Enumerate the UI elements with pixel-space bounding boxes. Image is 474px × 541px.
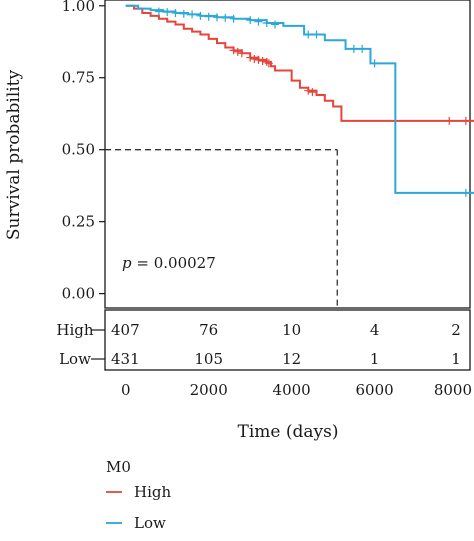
- censor-mark-low: [461, 188, 470, 197]
- censor-mark-high: [254, 55, 263, 64]
- censor-mark-low: [179, 9, 188, 18]
- x-tick-label: 4000: [273, 381, 311, 399]
- x-tick-label: 8000: [434, 381, 472, 399]
- censor-mark-high: [250, 55, 259, 64]
- legend-title: M0: [106, 458, 131, 476]
- censor-mark-high: [233, 47, 242, 56]
- risk-count: 431: [111, 350, 140, 368]
- risk-count: 12: [282, 350, 301, 368]
- risk-table-border: [104, 309, 471, 371]
- x-tick-label: 2000: [190, 381, 228, 399]
- censor-mark-low: [370, 59, 379, 68]
- x-axis: 0 2000 4000 6000 8000: [121, 381, 472, 399]
- censor-mark-low: [188, 10, 197, 19]
- legend: M0 High Low: [106, 458, 171, 532]
- censor-mark-high: [445, 116, 454, 125]
- censor-mark-low: [204, 12, 213, 21]
- censor-mark-high: [237, 49, 246, 58]
- censor-mark-low: [349, 44, 358, 53]
- risk-count: 1: [370, 350, 380, 368]
- plot-border: [104, 0, 471, 309]
- risk-count: 407: [111, 321, 140, 339]
- censor-mark-high: [308, 88, 317, 97]
- risk-row-label: High: [56, 321, 93, 339]
- y-tick-label: 0.75: [62, 69, 95, 87]
- x-tick-label: 6000: [356, 381, 394, 399]
- censor-mark-low: [154, 7, 163, 16]
- p-value-annotation: p = 0.00027: [122, 254, 216, 272]
- x-tick-label: 0: [121, 381, 131, 399]
- median-reference-lines: [105, 149, 338, 308]
- risk-count: 2: [451, 321, 461, 339]
- censor-mark-low: [212, 13, 221, 22]
- censor-mark-high: [264, 59, 273, 68]
- y-axis-title: Survival probability: [4, 69, 24, 240]
- censor-mark-high: [461, 116, 470, 125]
- x-axis-title: Time (days): [238, 422, 339, 442]
- censor-mark-low: [163, 8, 172, 17]
- y-tick-label: 0.00: [62, 285, 95, 303]
- censor-mark-high: [304, 86, 313, 95]
- censor-mark-low: [221, 13, 230, 22]
- risk-count: 105: [194, 350, 223, 368]
- censor-mark-high: [246, 53, 255, 62]
- censor-mark-low: [271, 20, 280, 29]
- censor-mark-high: [229, 46, 238, 55]
- curve-low: [125, 4, 474, 194]
- risk-table-rows: High 407 76 10 4 2 Low 431 105 12 1 1: [56, 321, 460, 368]
- censor-mark-low: [229, 14, 238, 23]
- censor-mark-low: [262, 19, 271, 28]
- legend-label-low: Low: [134, 514, 166, 532]
- risk-count: 10: [282, 321, 301, 339]
- y-tick-label: 0.50: [62, 141, 95, 159]
- censor-mark-low: [312, 30, 321, 39]
- censor-mark-low: [171, 8, 180, 17]
- y-tick-label: 1.00: [62, 0, 95, 15]
- censor-mark-low: [358, 44, 367, 53]
- censor-mark-low: [304, 30, 313, 39]
- risk-table: High 407 76 10 4 2 Low 431 105 12 1 1: [56, 309, 471, 371]
- risk-count: 76: [199, 321, 218, 339]
- risk-count: 1: [451, 350, 461, 368]
- legend-label-high: High: [134, 483, 171, 501]
- censor-mark-low: [254, 17, 263, 26]
- plot-area: 0.00 0.25 0.50 0.75 1.00 p = 0.00027: [62, 0, 474, 309]
- y-axis: 0.00 0.25 0.50 0.75 1.00: [62, 0, 105, 303]
- legend-items: High Low: [106, 483, 171, 532]
- risk-row-label: Low: [59, 350, 91, 368]
- risk-count: 4: [370, 321, 380, 339]
- censor-mark-low: [196, 11, 205, 20]
- censor-mark-low: [246, 16, 255, 25]
- y-tick-label: 0.25: [62, 213, 95, 231]
- survival-curves: [125, 4, 474, 197]
- censor-mark-high: [258, 57, 267, 66]
